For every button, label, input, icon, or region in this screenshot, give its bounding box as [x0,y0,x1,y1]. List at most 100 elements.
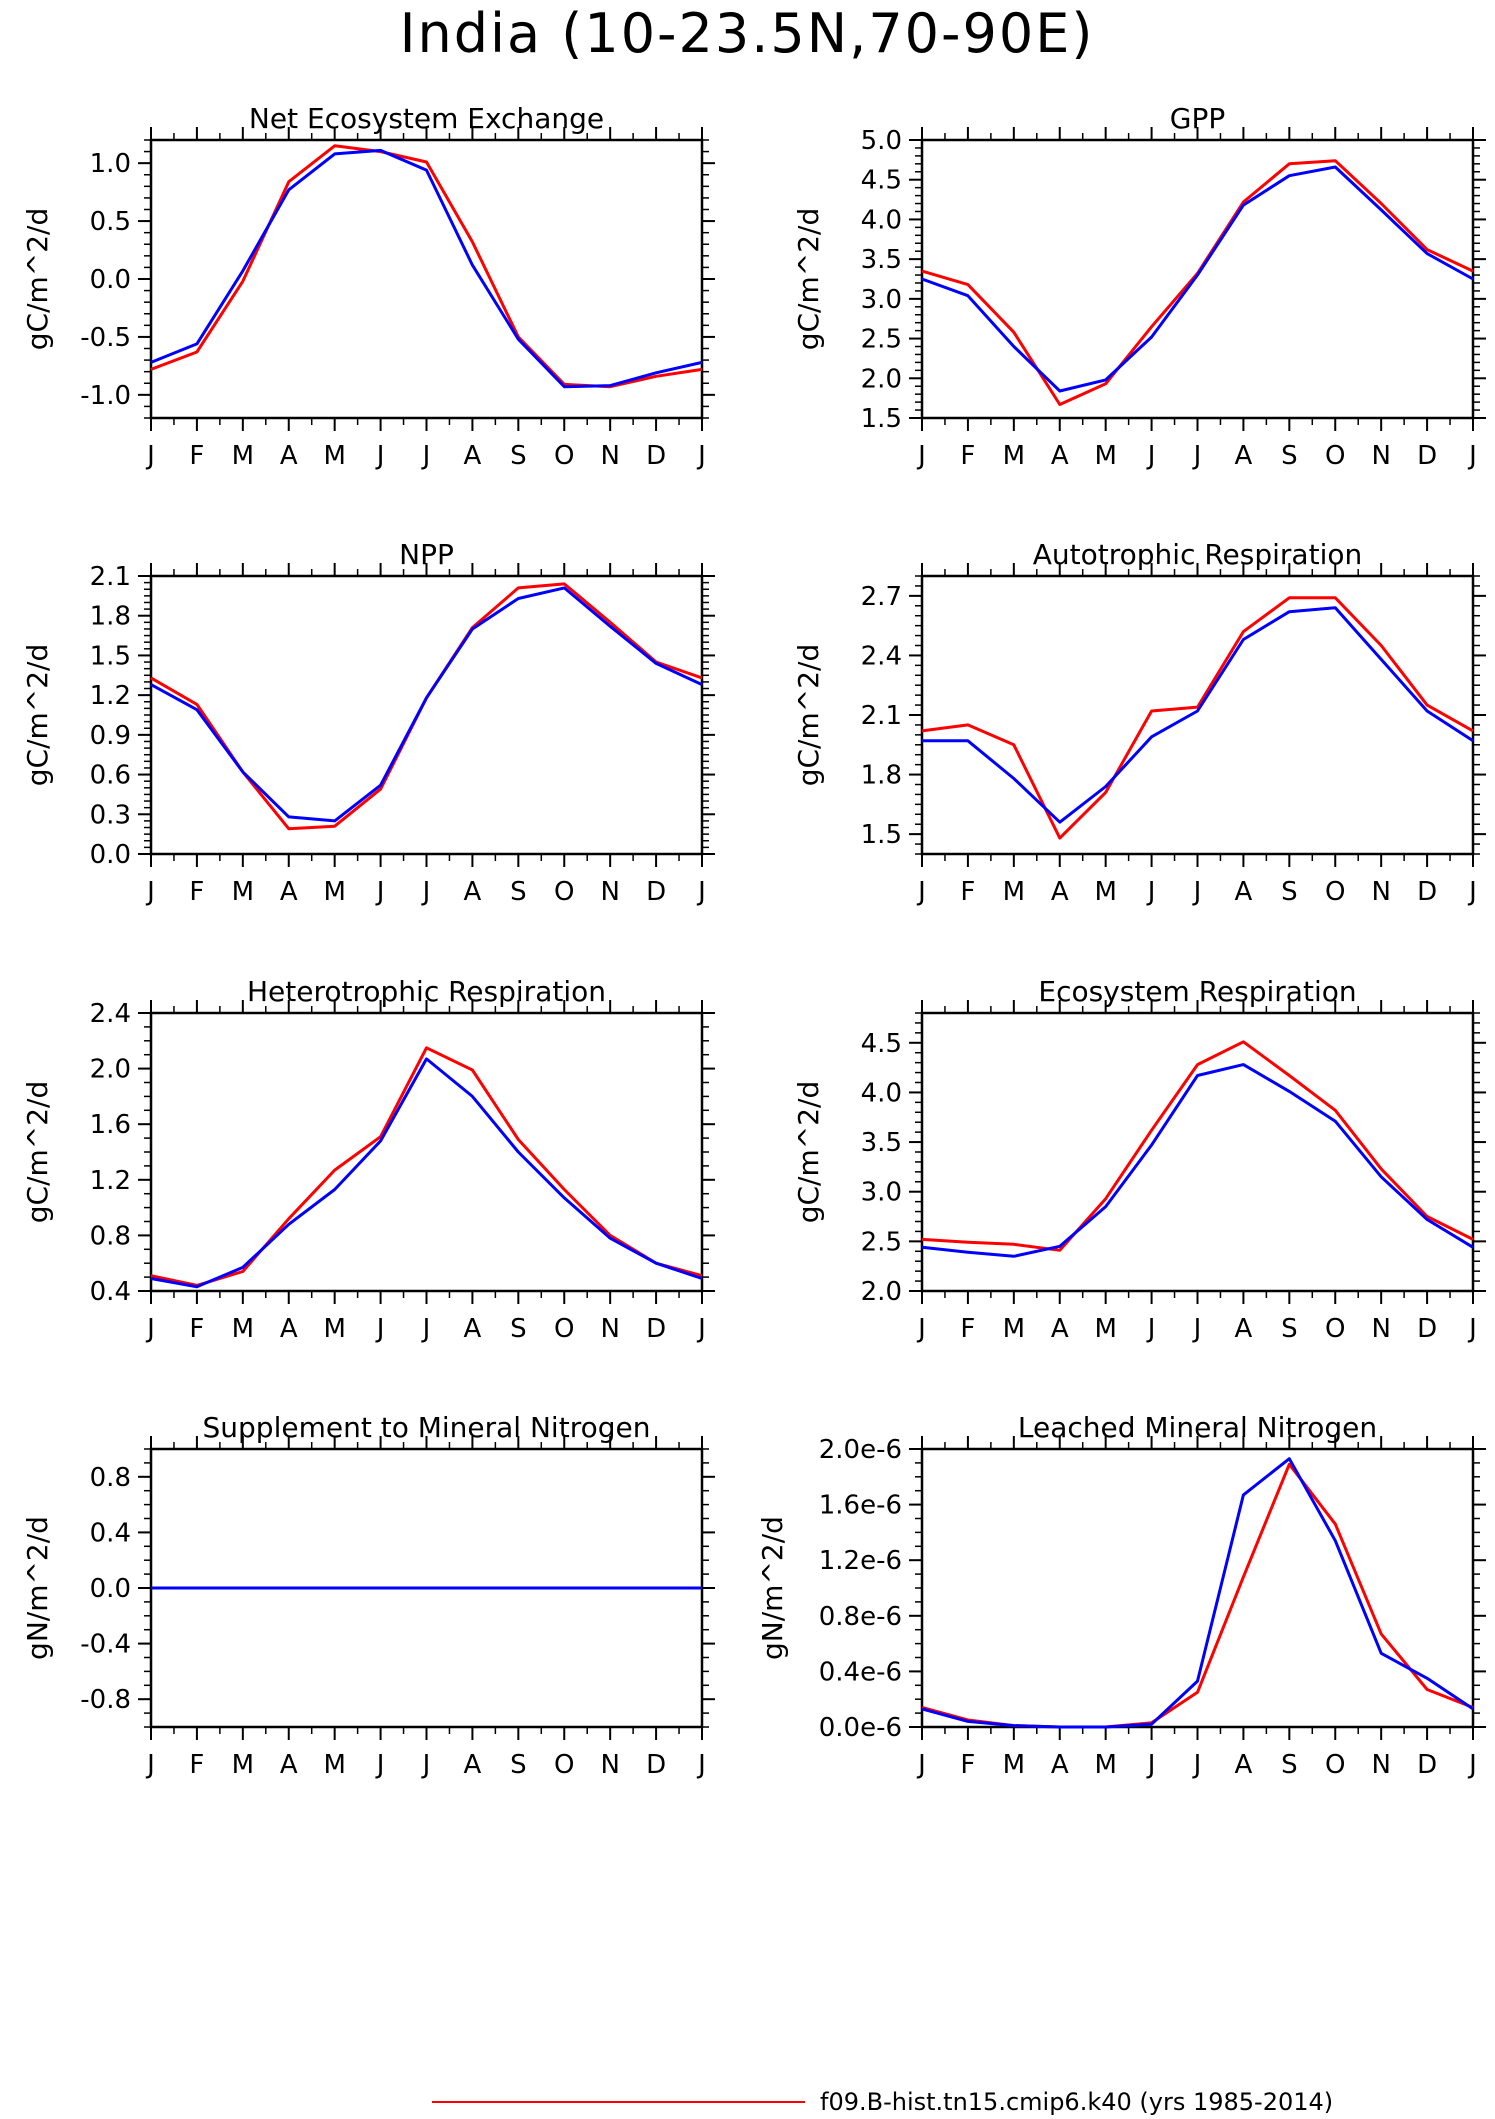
x-tick-label: M [323,1314,345,1344]
x-tick-label: J [1146,441,1156,471]
y-tick-label: 0.4e-6 [819,1657,902,1687]
x-tick-label: O [554,1750,574,1780]
panel-ylabel: gC/m^2/d [21,644,54,787]
x-tick-label: S [1281,1750,1298,1780]
plot-frame [920,1011,1475,1293]
x-tick-label: A [1051,441,1069,471]
y-tick-label: 1.6e-6 [819,1491,902,1521]
y-tick-label: 0.0e-6 [819,1713,902,1743]
x-tick-label: N [1371,1314,1390,1344]
y-tick-label: -1.0 [80,381,131,411]
x-tick-label: M [232,1314,254,1344]
y-tick-label: 1.2e-6 [819,1546,902,1576]
x-tick-label: J [696,441,706,471]
x-tick-label: F [960,1750,975,1780]
x-tick-label: A [1235,441,1253,471]
x-tick-label: M [232,1750,254,1780]
y-tick-label: 4.5 [861,1029,902,1059]
x-tick-label: M [1003,441,1025,471]
x-tick-label: J [696,877,706,907]
y-tick-label: 0.8 [90,1221,131,1251]
y-tick-label: 2.4 [90,999,131,1029]
x-tick-label: S [510,441,527,471]
x-tick-label: J [375,1750,385,1780]
x-tick-label: F [960,441,975,471]
x-tick-label: S [510,1314,527,1344]
x-tick-label: J [375,1314,385,1344]
series-line-blue [150,148,703,389]
y-tick-label: 1.5 [90,641,131,671]
x-tick-label: O [554,1314,574,1344]
x-tick-label: M [1094,441,1116,471]
x-tick-label: N [600,1750,619,1780]
x-tick-label: A [464,1750,482,1780]
y-tick-label: 4.0 [861,1078,902,1108]
plot-frame [920,1447,1475,1729]
x-tick-label: S [1281,1314,1298,1344]
x-tick-label: O [554,877,574,907]
x-tick-label: F [189,441,204,471]
x-tick-label: A [1051,1314,1069,1344]
panel-ylabel: gN/m^2/d [756,1516,789,1660]
x-tick-label: J [1192,1750,1202,1780]
x-tick-label: M [1003,1750,1025,1780]
x-tick-label: J [145,1314,155,1344]
x-tick-label: J [1146,1314,1156,1344]
y-tick-label: 1.5 [861,820,902,850]
x-tick-label: N [600,1314,619,1344]
series-line-blue [150,1057,703,1289]
x-tick-label: M [323,441,345,471]
y-tick-label: 2.0e-6 [819,1435,902,1465]
y-tick-label: 4.0 [861,205,902,235]
x-tick-label: D [646,441,666,471]
x-tick-label: A [280,1314,298,1344]
y-tick-label: 1.8 [861,761,902,791]
y-tick-label: -0.8 [80,1685,131,1715]
y-tick-label: 0.0 [90,1574,131,1604]
y-tick-label: 2.5 [861,325,902,355]
y-tick-label: 2.0 [861,1277,902,1307]
panel-ylabel: gC/m^2/d [21,1081,54,1224]
x-tick-label: J [145,877,155,907]
series-line-blue [921,1457,1474,1729]
y-tick-label: 0.8 [90,1463,131,1493]
x-tick-label: N [600,441,619,471]
x-tick-label: O [1325,877,1345,907]
x-tick-label: A [1235,877,1253,907]
x-tick-label: J [421,441,431,471]
plot-frame [920,138,1475,420]
y-tick-label: 0.6 [90,761,131,791]
y-tick-label: 2.5 [861,1227,902,1257]
series-line-red [150,582,703,831]
x-tick-label: J [916,441,926,471]
x-tick-label: D [1417,877,1437,907]
x-tick-label: J [375,441,385,471]
y-tick-label: 1.8 [90,602,131,632]
plot-frame [149,574,704,856]
x-tick-label: O [1325,1314,1345,1344]
x-tick-label: J [1146,1750,1156,1780]
x-tick-label: A [280,877,298,907]
x-tick-label: N [1371,1750,1390,1780]
y-tick-label: 1.6 [90,1110,131,1140]
x-tick-label: M [1003,877,1025,907]
series-line-red [150,1046,703,1287]
x-tick-label: J [1192,441,1202,471]
x-tick-label: S [510,877,527,907]
y-tick-label: 0.0 [90,840,131,870]
x-tick-label: A [280,1750,298,1780]
x-tick-label: F [189,1314,204,1344]
y-tick-label: 0.8e-6 [819,1602,902,1632]
x-tick-label: M [232,441,254,471]
x-tick-label: D [1417,441,1437,471]
y-tick-label: 0.0 [90,265,131,295]
x-tick-label: D [1417,1314,1437,1344]
